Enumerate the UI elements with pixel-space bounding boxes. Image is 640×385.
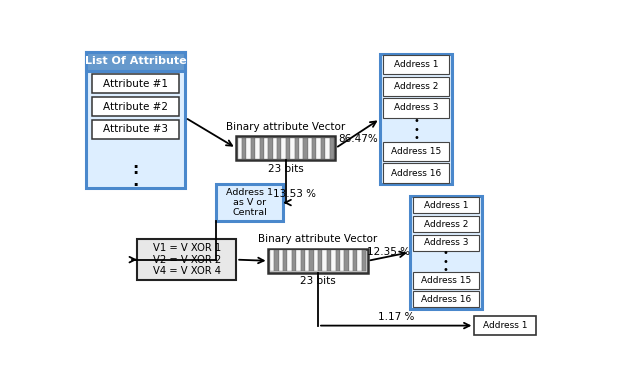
Bar (296, 251, 301, 271)
Bar (86, 52, 185, 189)
Bar (340, 251, 344, 271)
Text: Address 15: Address 15 (391, 147, 441, 156)
Text: Attribute #1: Attribute #1 (103, 79, 168, 89)
Bar (335, 251, 340, 271)
Bar (236, 136, 335, 160)
Bar (251, 138, 255, 159)
Bar (260, 138, 264, 159)
Bar (383, 77, 449, 96)
Bar (312, 138, 316, 159)
Text: Address 3: Address 3 (424, 238, 468, 247)
Bar (358, 251, 362, 271)
Bar (292, 251, 296, 271)
Text: •
•
•: • • • (413, 116, 419, 143)
Text: Address 16: Address 16 (420, 295, 471, 304)
Bar (270, 251, 275, 271)
Text: Address 1: Address 1 (483, 321, 527, 330)
Bar (308, 138, 312, 159)
Bar (413, 291, 479, 307)
Bar (380, 54, 452, 184)
Text: 13.53 %: 13.53 % (273, 189, 316, 199)
Text: Address 16: Address 16 (391, 169, 441, 178)
Bar (278, 251, 283, 271)
Bar (290, 138, 294, 159)
Bar (362, 251, 366, 271)
Bar (383, 98, 449, 118)
Bar (474, 316, 536, 335)
Text: 1.17 %: 1.17 % (378, 312, 414, 322)
Bar (413, 234, 479, 251)
Bar (327, 251, 332, 271)
Bar (332, 251, 335, 271)
Text: .: . (132, 172, 139, 190)
Bar (344, 251, 349, 271)
Text: Address 15: Address 15 (420, 276, 471, 285)
Bar (287, 251, 292, 271)
Text: •
•
•: • • • (443, 248, 449, 275)
Text: Attribute #2: Attribute #2 (103, 102, 168, 112)
Bar (286, 138, 290, 159)
Text: :: : (132, 162, 139, 177)
Bar (318, 251, 323, 271)
Bar (413, 272, 479, 289)
Text: Address 3: Address 3 (394, 104, 438, 112)
Bar (325, 138, 330, 159)
Bar (275, 251, 278, 271)
Bar (301, 251, 305, 271)
Bar (92, 97, 179, 116)
Bar (410, 196, 482, 308)
Bar (299, 138, 303, 159)
Bar (383, 164, 449, 183)
Text: Address 2: Address 2 (424, 219, 468, 229)
Bar (323, 251, 327, 271)
Bar (237, 138, 242, 159)
Bar (353, 251, 358, 271)
Text: 23 bits: 23 bits (268, 164, 304, 174)
Bar (321, 138, 325, 159)
Bar (92, 120, 179, 139)
Bar (303, 138, 308, 159)
Bar (383, 142, 449, 161)
Bar (255, 138, 260, 159)
Bar (330, 138, 334, 159)
Text: 23 bits: 23 bits (300, 276, 336, 286)
Bar (294, 138, 299, 159)
Bar (277, 138, 282, 159)
Bar (264, 138, 268, 159)
Bar (269, 249, 368, 273)
Text: Address 1
as V or
Central: Address 1 as V or Central (227, 187, 273, 218)
Bar (309, 251, 314, 271)
Bar (413, 216, 479, 232)
Text: 12.35 %: 12.35 % (367, 247, 410, 257)
Text: Binary attribute Vector: Binary attribute Vector (259, 234, 378, 244)
Bar (242, 138, 246, 159)
Bar (349, 251, 353, 271)
Bar (314, 251, 318, 271)
Bar (137, 239, 236, 280)
Text: Address 1: Address 1 (424, 201, 468, 210)
Bar (92, 74, 179, 93)
Bar (246, 138, 251, 159)
Bar (316, 138, 321, 159)
Text: List Of Attribute: List Of Attribute (84, 56, 186, 66)
Bar (283, 251, 287, 271)
Bar (268, 138, 273, 159)
Text: V1 = V XOR 1
V2 = V XOR 2
V4 = V XOR 4: V1 = V XOR 1 V2 = V XOR 2 V4 = V XOR 4 (152, 243, 221, 276)
Bar (86, 52, 185, 70)
Text: Address 1: Address 1 (394, 60, 438, 69)
Bar (216, 184, 284, 221)
Text: 86.47%: 86.47% (338, 134, 378, 144)
Bar (305, 251, 309, 271)
Bar (273, 138, 277, 159)
Bar (383, 55, 449, 74)
Bar (282, 138, 286, 159)
Text: Binary attribute Vector: Binary attribute Vector (226, 122, 346, 132)
Bar (413, 197, 479, 214)
Text: Address 2: Address 2 (394, 82, 438, 91)
Text: Attribute #3: Attribute #3 (103, 124, 168, 134)
